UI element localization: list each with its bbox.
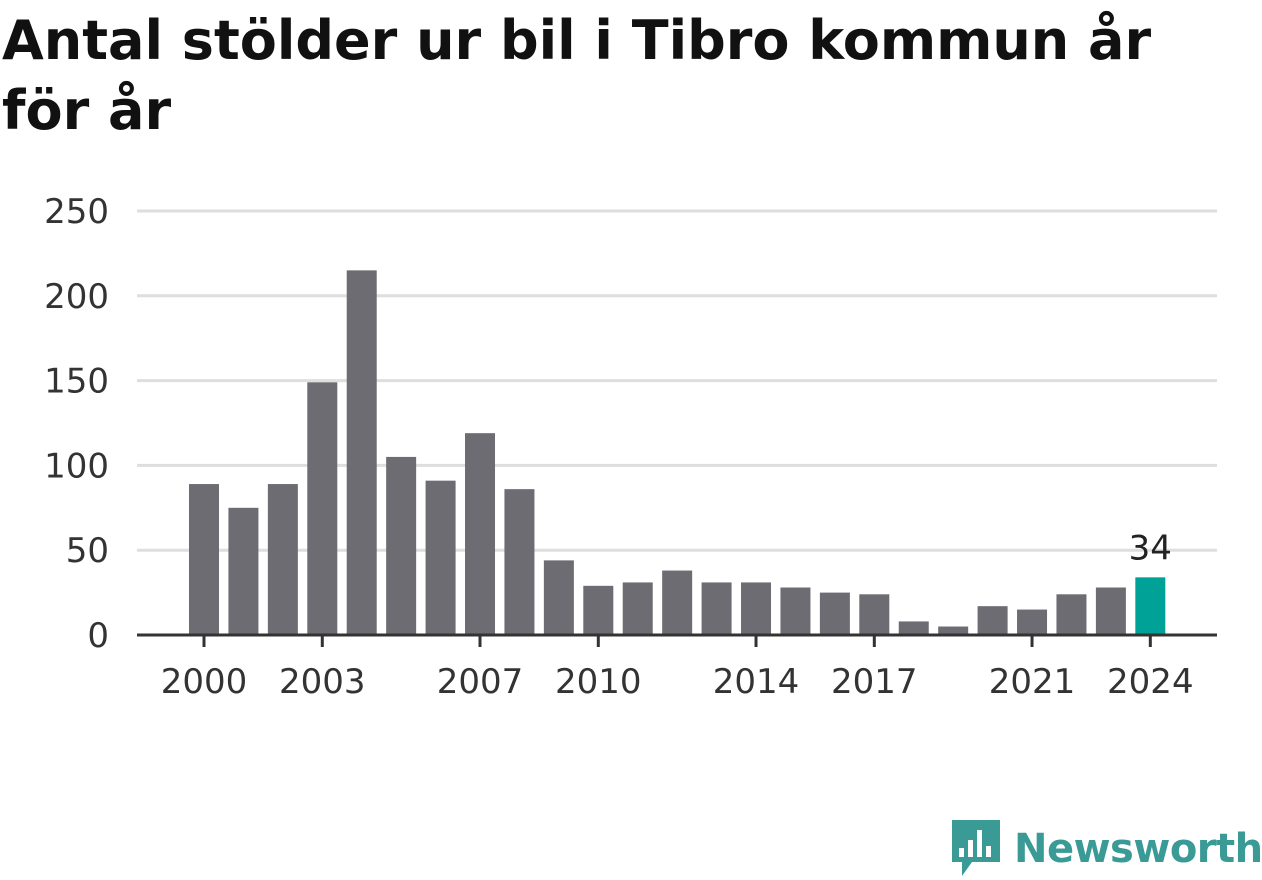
bar	[267, 484, 298, 635]
x-tick-label: 2021	[989, 662, 1076, 702]
x-tick-label: 2014	[713, 662, 800, 702]
newsworthy-logo: Newsworthy	[950, 818, 1262, 880]
bar	[859, 594, 890, 635]
bar	[1095, 587, 1126, 635]
data-labels: 34	[1129, 528, 1172, 568]
x-tick-label: 2000	[161, 662, 248, 702]
bar	[1056, 594, 1087, 635]
bar	[504, 489, 535, 635]
x-tick-label: 2010	[555, 662, 642, 702]
gridlines	[137, 209, 1217, 552]
y-tick-label: 200	[44, 277, 109, 317]
bar	[701, 582, 732, 635]
newsworthy-logo-text: Newsworthy	[1014, 826, 1262, 872]
y-axis-ticks: 0 50 100 150 200 250	[44, 192, 109, 656]
y-tick-label: 150	[44, 362, 109, 402]
bar	[819, 592, 850, 635]
bar-highlight	[1135, 577, 1166, 635]
bar	[307, 382, 338, 635]
bars	[189, 270, 1166, 635]
bar	[741, 582, 772, 635]
bar	[583, 585, 614, 635]
bar	[425, 480, 456, 635]
bar	[543, 560, 574, 635]
highlight-value-label: 34	[1129, 528, 1172, 568]
y-tick-label: 100	[44, 446, 109, 486]
y-tick-label: 0	[87, 616, 109, 656]
x-tick-label: 2003	[279, 662, 366, 702]
bar	[622, 582, 653, 635]
newsworthy-logo-icon	[952, 820, 1000, 876]
bar	[662, 570, 693, 635]
bar	[898, 621, 929, 635]
bar	[189, 484, 219, 635]
bar	[228, 507, 259, 635]
y-tick-label: 250	[44, 192, 109, 232]
y-tick-label: 50	[66, 531, 109, 571]
bar	[938, 626, 969, 635]
x-tick-label: 2017	[831, 662, 918, 702]
bar	[346, 270, 377, 635]
x-axis-ticks: 2000 2003 2007 2010 2014 2017 2021 2024	[161, 635, 1194, 702]
bar	[780, 587, 811, 635]
bar	[1017, 609, 1048, 635]
chart-title: Antal stölder ur bil i Tibro kommun år f…	[2, 9, 1152, 142]
bar	[465, 433, 496, 635]
x-tick-label: 2024	[1107, 662, 1194, 702]
bar	[977, 606, 1008, 635]
x-tick-label: 2007	[437, 662, 524, 702]
bar	[386, 456, 417, 635]
